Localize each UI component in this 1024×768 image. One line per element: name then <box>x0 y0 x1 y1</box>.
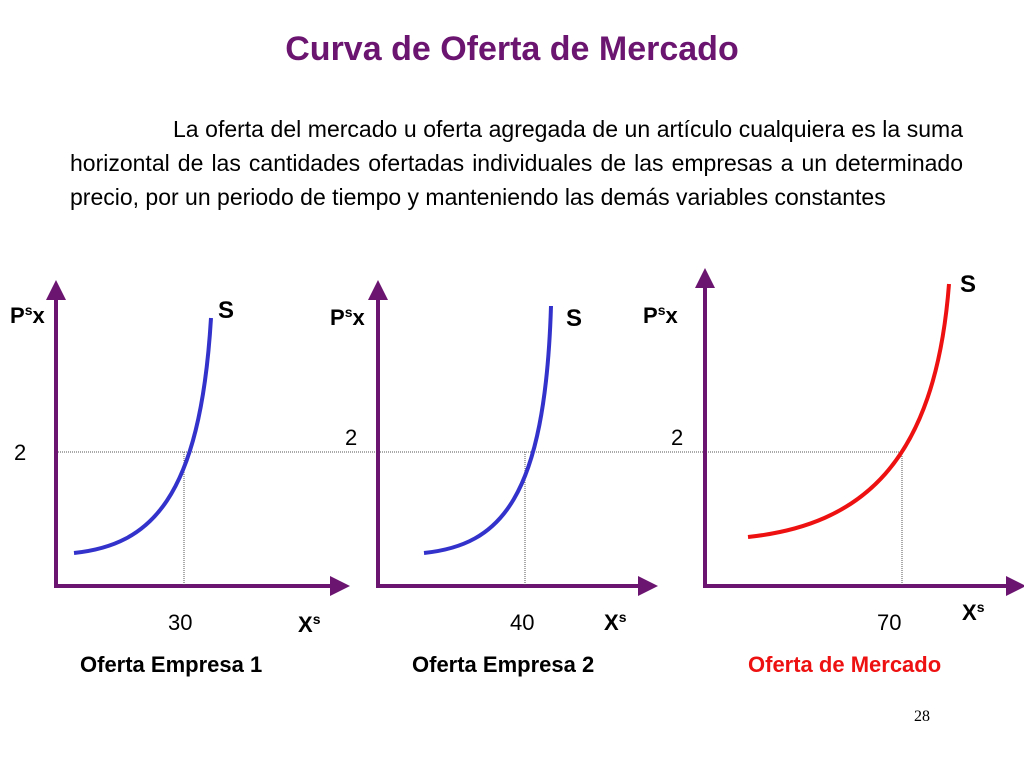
chart-firm-2: Psx S 2 40 Xs Oferta Empresa 2 <box>330 280 658 677</box>
chart-caption: Oferta Empresa 1 <box>80 652 262 677</box>
y-axis-label: Psx <box>330 304 365 330</box>
slide-description: La oferta del mercado u oferta agregada … <box>70 116 963 210</box>
chart-caption: Oferta de Mercado <box>748 652 941 677</box>
quantity-label: 30 <box>168 610 192 635</box>
curve-label: S <box>566 305 582 332</box>
chart-firm-1: Psx S 2 30 Xs Oferta Empresa 1 <box>10 280 350 677</box>
curve-label: S <box>960 271 976 298</box>
slide-title: Curva de Oferta de Mercado <box>285 30 739 68</box>
price-label: 2 <box>14 440 26 465</box>
price-label: 2 <box>345 425 357 450</box>
supply-curve <box>73 317 213 555</box>
slide-number: 28 <box>914 708 930 725</box>
curve-label: S <box>218 297 234 324</box>
market-supply-curve <box>747 283 951 539</box>
y-axis-label: Psx <box>643 302 678 328</box>
price-label: 2 <box>671 425 683 450</box>
supply-curve <box>423 305 553 555</box>
x-axis-label: Xs <box>962 599 985 625</box>
quantity-label: 40 <box>510 610 534 635</box>
chart-market: Psx S 2 70 Xs Oferta de Mercado <box>643 268 1024 677</box>
x-axis-label: Xs <box>298 611 321 637</box>
x-axis-label: Xs <box>604 609 627 635</box>
chart-caption: Oferta Empresa 2 <box>412 652 594 677</box>
y-axis-label: Psx <box>10 302 45 328</box>
quantity-label: 70 <box>877 610 901 635</box>
